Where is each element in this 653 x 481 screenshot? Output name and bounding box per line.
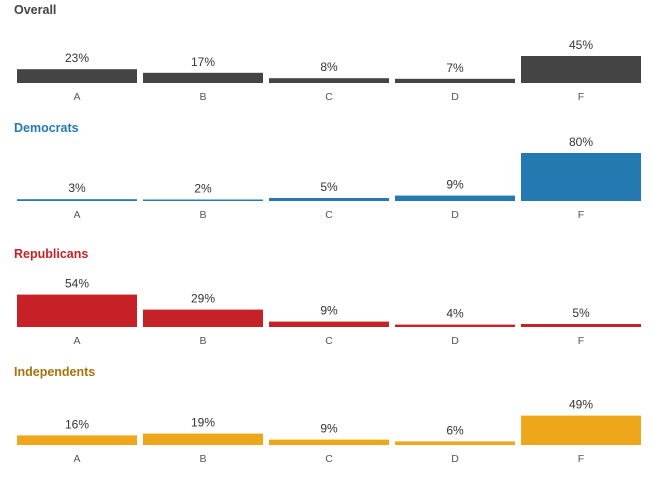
tick-label-democrats-c: C xyxy=(325,209,333,221)
value-label-independents-c: 9% xyxy=(320,422,338,436)
bar-independents-c xyxy=(269,439,389,445)
bar-republicans-a xyxy=(17,294,137,327)
tick-label-overall-c: C xyxy=(325,91,333,103)
value-label-republicans-b: 29% xyxy=(191,292,215,306)
panel-independents: Independents 16% A 19% B 9% C 6% D 49% F xyxy=(14,365,641,465)
panel-title-independents: Independents xyxy=(14,365,95,379)
bar-overall-c xyxy=(269,78,389,83)
value-label-overall-a: 23% xyxy=(65,51,89,65)
value-label-democrats-d: 9% xyxy=(446,178,464,192)
tick-label-independents-b: B xyxy=(199,453,206,465)
tick-label-independents-d: D xyxy=(451,453,459,465)
bar-democrats-d xyxy=(395,195,515,201)
value-label-independents-b: 19% xyxy=(191,416,215,430)
panel-title-republicans: Republicans xyxy=(14,247,88,261)
bar-republicans-c xyxy=(269,321,389,327)
tick-label-independents-f: F xyxy=(578,453,584,465)
value-label-overall-c: 8% xyxy=(320,60,338,74)
bar-democrats-b xyxy=(143,199,263,201)
tick-label-overall-d: D xyxy=(451,91,459,103)
bar-democrats-a xyxy=(17,199,137,201)
tick-label-democrats-b: B xyxy=(199,209,206,221)
bar-independents-d xyxy=(395,441,515,445)
panel-democrats: Democrats 3% A 2% B 5% C 9% D 80% F xyxy=(14,121,641,221)
tick-label-independents-a: A xyxy=(73,453,80,465)
value-label-overall-d: 7% xyxy=(446,61,464,75)
panel-title-democrats: Democrats xyxy=(14,121,79,135)
value-label-republicans-c: 9% xyxy=(320,304,338,318)
tick-label-republicans-a: A xyxy=(73,335,80,347)
value-label-overall-f: 45% xyxy=(569,38,593,52)
value-label-overall-b: 17% xyxy=(191,55,215,69)
bar-republicans-d xyxy=(395,324,515,327)
tick-label-democrats-f: F xyxy=(578,209,584,221)
bar-democrats-f xyxy=(521,153,641,201)
bar-democrats-c xyxy=(269,198,389,201)
tick-label-overall-b: B xyxy=(199,91,206,103)
value-label-republicans-f: 5% xyxy=(572,306,590,320)
tick-label-democrats-d: D xyxy=(451,209,459,221)
value-label-democrats-c: 5% xyxy=(320,180,338,194)
value-label-democrats-a: 3% xyxy=(68,181,86,195)
bar-republicans-f xyxy=(521,324,641,327)
bar-independents-a xyxy=(17,435,137,445)
tick-label-republicans-b: B xyxy=(199,335,206,347)
bar-overall-d xyxy=(395,78,515,83)
tick-label-democrats-a: A xyxy=(73,209,80,221)
panel-overall: Overall 23% A 17% B 8% C 7% D 45% F xyxy=(14,3,641,103)
bar-republicans-b xyxy=(143,309,263,327)
tick-label-republicans-f: F xyxy=(578,335,584,347)
bar-overall-a xyxy=(17,69,137,83)
value-label-independents-d: 6% xyxy=(446,423,464,437)
tick-label-overall-a: A xyxy=(73,91,80,103)
tick-label-republicans-d: D xyxy=(451,335,459,347)
tick-label-overall-f: F xyxy=(578,91,584,103)
value-label-republicans-a: 54% xyxy=(65,277,89,291)
bar-independents-f xyxy=(521,415,641,445)
panel-republicans: Republicans 54% A 29% B 9% C 4% D 5% F xyxy=(14,247,641,347)
value-label-democrats-f: 80% xyxy=(569,135,593,149)
value-label-independents-a: 16% xyxy=(65,417,89,431)
bar-overall-f xyxy=(521,56,641,83)
value-label-democrats-b: 2% xyxy=(194,182,212,196)
value-label-independents-f: 49% xyxy=(569,398,593,412)
bar-overall-b xyxy=(143,72,263,83)
tick-label-republicans-c: C xyxy=(325,335,333,347)
value-label-republicans-d: 4% xyxy=(446,307,464,321)
bar-independents-b xyxy=(143,433,263,445)
tick-label-independents-c: C xyxy=(325,453,333,465)
panel-title-overall: Overall xyxy=(14,3,56,17)
